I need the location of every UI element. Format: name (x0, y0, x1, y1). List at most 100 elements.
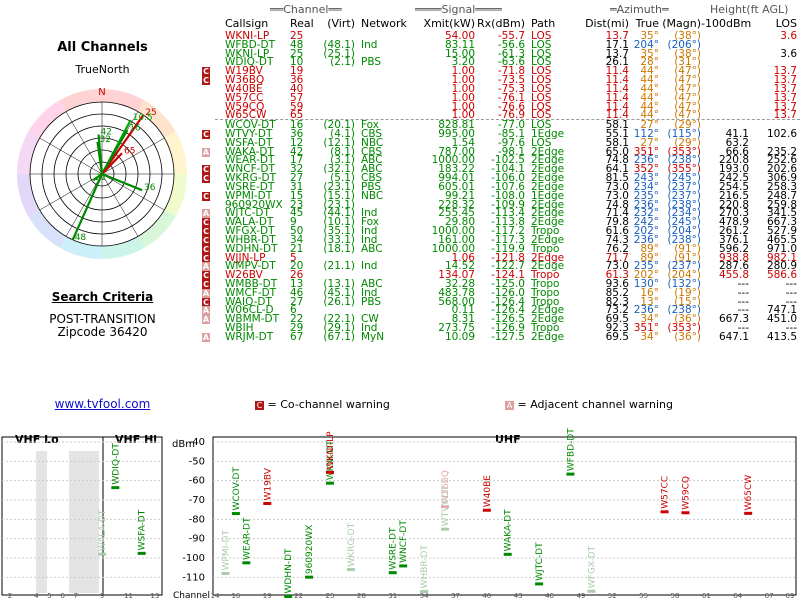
cell-true: 243° (633, 172, 659, 185)
cell-h1: --- (737, 286, 749, 299)
table-row[interactable]: W36BQ 36 1.00 -73.5 LOS 11.4 44° (47°) 13.7 (215, 75, 800, 87)
station-label: WPMI-DT (221, 530, 231, 571)
cell-magn: (353°) (667, 145, 701, 158)
table-row[interactable]: W40BE 40 1.00 -75.3 LOS 11.4 44° (47°) 13.7 (215, 83, 800, 96)
table-row[interactable]: WEAR-DT 17 (3.1) ABC 1000.00 -102.5 2Edge 74.8 2… (215, 155, 800, 167)
cell-true: 44° (640, 91, 659, 104)
adjacent-channel-warning-icon: A (202, 306, 210, 316)
cell-rx: -126.9 (491, 322, 525, 335)
station-label: W19BV (263, 467, 273, 500)
channel-axis-label: Channel (173, 591, 210, 600)
cell-virt: (21.1) (323, 260, 355, 273)
table-row[interactable]: W06CL-D 6 0.11 -126.4 2Edge 73.2 236° (238°) ---… (215, 305, 800, 317)
table-row[interactable]: W57CC 57 1.00 -76.1 LOS 11.4 44° (47°) 13.7 (215, 91, 800, 105)
table-row[interactable]: WRJM-DT 67 (67.1) MyN 10.09 -127.5 2Edge 69.5 34… (215, 330, 800, 344)
cell-magn: (115°) (667, 128, 701, 141)
cell-magn: (47°) (674, 65, 701, 78)
table-row[interactable]: WJJN-LP 5 1.06 -121.8 2Edge 71.7 89° (91°) 938.8… (215, 251, 800, 265)
table-row[interactable]: WHBR-DT 34 (33.1) Ind 161.00 -117.3 2Edge 74.3 2… (215, 234, 800, 247)
table-row[interactable]: W65CW 65 1.00 -76.9 LOS 11.4 44° (47°) 13.7 (215, 110, 800, 122)
table-row[interactable]: WNCF-DT 32 (32.1) ABC 183.22 -104.1 2Edge 64.1 3… (215, 164, 800, 176)
cell-los: --- (785, 277, 797, 290)
cell-rx: -104.1 (491, 163, 525, 176)
cell-kw: 273.75 (438, 322, 475, 335)
table-row[interactable]: W19BV 19 1.00 -71.8 LOS 11.4 44° (47°) 13.7 (215, 66, 800, 78)
adjacent-channel-warning-icon: A (202, 147, 210, 157)
cell-h1: 667.3 (718, 313, 749, 326)
adjacent-channel-warning-icon: A (202, 262, 210, 272)
cell-magn: (29°) (674, 119, 701, 132)
x-tick-label: 9 (100, 592, 104, 600)
cell-magn: (355°) (667, 163, 701, 176)
table-row[interactable]: WMBB-DT 13 (13.1) ABC 32.28 -125.0 Tropo 93.6 13… (215, 277, 800, 291)
cell-rx: -121.8 (491, 251, 525, 264)
table-separator (215, 119, 800, 121)
table-row[interactable]: WMCF-DT 46 (45.1) Ind 483.78 -126.0 Tropo 85.2 1… (215, 286, 800, 300)
x-tick-label: 69 (786, 592, 795, 600)
col-header-los: LOS (775, 17, 797, 30)
cell-kw: 0.11 (451, 304, 475, 317)
cell-h1: 63.2 (725, 136, 749, 149)
y-tick-label: -50 (189, 456, 205, 467)
table-row[interactable]: W26BV 26 134.07 -124.1 Tropo 61.3 202° (204°) 45… (215, 270, 800, 282)
cell-dist: 74.8 (605, 154, 629, 167)
site-link[interactable]: www.tvfool.com (54, 397, 151, 411)
table-row[interactable]: WKNI-LP 25 (25.1) 15.00 -61.3 LOS 13.7 35° (38°)… (215, 47, 800, 61)
station-label: 960920WX (305, 525, 315, 574)
table-row[interactable]: 960920WX 23 (23.1) 228.32 -109.9 2Edge 74.8 236… (215, 198, 800, 212)
table-row[interactable]: WALA-DT 9 (10.1) Fox 29.80 -113.8 2Edge 79.8 242… (215, 217, 800, 229)
cell-magn: (238°) (667, 198, 701, 211)
table-row[interactable]: WSRE-DT 31 (23.1) PBS 605.01 -107.6 2Edge 73.0 2… (215, 181, 800, 194)
cell-true: 242° (633, 216, 659, 229)
table-row[interactable]: WBMM-DT 22 (22.1) CW 8.31 -126.5 2Edge 69.5 34° (… (215, 314, 800, 326)
cell-cs: WCOV-DT (225, 119, 276, 132)
station-label: WKNI-DT (326, 440, 336, 480)
vhf-hi-title: VHF Hi (115, 433, 157, 446)
table-row[interactable]: WJTC-DT 45 (44.1) Ind 255.45 -113.4 2Edge 71.4 2… (215, 208, 800, 220)
table-row[interactable]: WAKA-DT 42 (8.1) CBS 787.00 -98.1 2Edge 65.0 351… (215, 145, 800, 159)
cell-dist: 11.4 (605, 100, 629, 113)
cell-path: LOS (531, 56, 552, 69)
table-row[interactable]: WPMI-DT 15 (15.1) NBC 99.21 -108.0 1Edge 73.0 23… (215, 189, 800, 203)
dbm-axis-label: dBm (172, 439, 195, 450)
cell-cs: WKNI-LP (225, 30, 270, 42)
cell-dist: 93.6 (605, 277, 629, 290)
x-tick-label: 58 (671, 592, 680, 600)
criteria-title: Search Criteria (51, 290, 154, 304)
cell-los: 235.2 (766, 145, 797, 158)
cell-kw: 1.00 (451, 100, 475, 113)
station-label: WSFA-DT (138, 509, 148, 550)
table-row[interactable]: WDIQ-DT 10 (2.1) PBS 3.20 -63.6 LOS 26.1 28° (31°… (215, 57, 800, 69)
cell-rx: -61.3 (497, 47, 525, 60)
radar-label: 16 (129, 123, 141, 133)
table-row[interactable]: WCOV-DT 16 (20.1) Fox 828.81 -77.0 LOS 58.1 27° (… (215, 120, 800, 132)
cell-net: Fox (361, 119, 379, 132)
table-row[interactable]: WTVY-DT 36 (4.1) CBS 995.00 -85.1 1Edge 55.1 112… (215, 129, 800, 141)
x-tick-label: 13 (150, 592, 159, 600)
station-label: WEAR-DT (242, 517, 252, 560)
table-row[interactable]: WFBD-DT 48 (48.1) Ind 83.11 -56.6 LOS 17.1 204° (… (215, 39, 800, 52)
cell-true: 44° (640, 65, 659, 78)
station-label: W59CQ (681, 476, 691, 510)
y-tick-label: -70 (189, 495, 205, 506)
cell-net: CBS (361, 128, 383, 141)
cell-dist: 13.7 (605, 30, 629, 42)
table-row[interactable]: WDHN-DT 21 (18.1) ABC 1000.00 -119.9 Tropo 76.2… (215, 243, 800, 256)
table-row[interactable]: W59CQ 59 1.00 -76.6 LOS 11.4 44° (47°) 13.7 (215, 100, 800, 114)
x-tick-label: 11 (124, 592, 133, 600)
cell-true: 34° (640, 330, 659, 343)
table-row[interactable]: WKRG-DT 27 (5.1) CBS 994.01 -106.0 2Edge 81.5 24… (215, 173, 800, 185)
cell-cs: WFGX-DT (225, 225, 275, 238)
cell-net: Ind (361, 207, 378, 220)
table-row[interactable]: WBIH 29 (29.1) Ind 273.75 -126.9 Tropo 92.3 351°… (215, 323, 800, 335)
table-row[interactable]: WFGX-DT 50 (35.1) Ind 1000.00 -117.2 Tropo 61.6… (215, 226, 800, 238)
cell-virt: (15.1) (323, 189, 355, 202)
table-row[interactable]: WMPV-DT 20 (21.1) Ind 14.52 -122.7 2Edge 73.0 23… (215, 261, 800, 273)
cell-los: 586.6 (766, 269, 797, 282)
table-row[interactable]: WKNI-LP 25 54.00 -55.7 LOS 13.7 35° (38°) 3.6 (215, 30, 800, 43)
cell-rx: -63.6 (497, 56, 525, 69)
table-row[interactable]: WSFA-DT 12 (12.1) NBC 1.54 -97.6 LOS 58.1 27° (29… (215, 136, 800, 150)
x-tick-label: 31 (388, 592, 397, 600)
co-channel-warning-icon: C (202, 227, 210, 237)
table-row[interactable]: WAIQ-DT 27 (26.1) PBS 568.00 -126.4 Tropo 82.3 1… (215, 296, 800, 309)
